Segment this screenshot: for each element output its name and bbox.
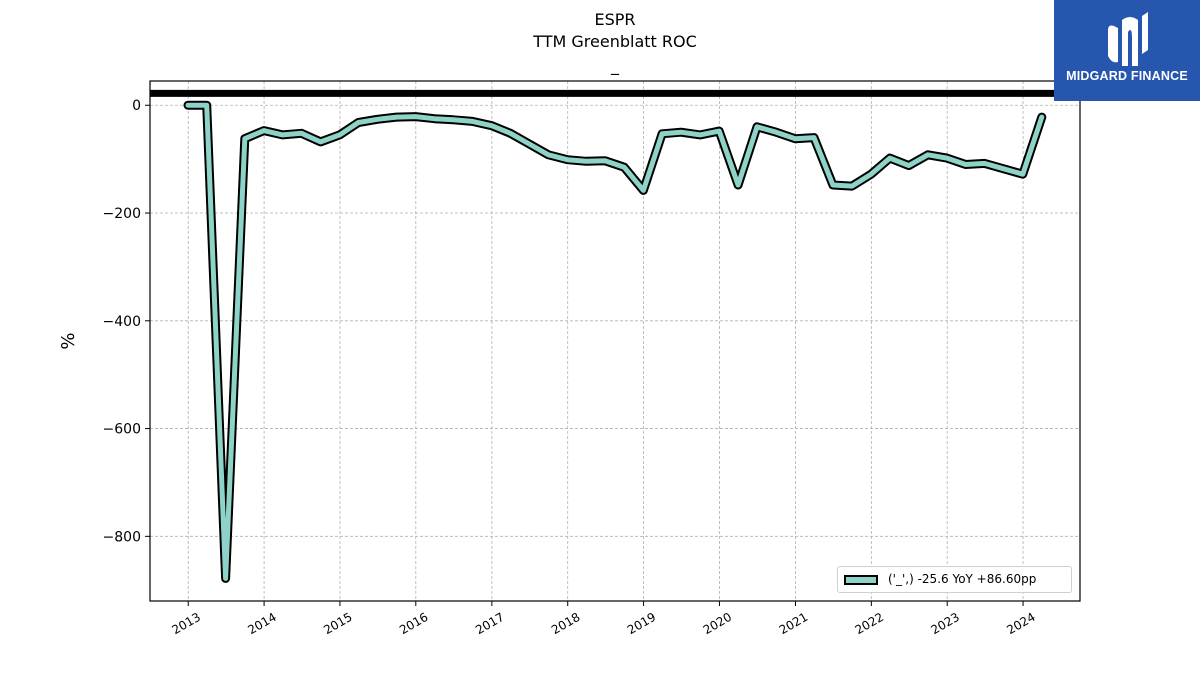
x-axis: 2013 2014 2015 2016 2017 2018 2019 2020 2021 2022… — [170, 601, 1038, 637]
y-tick-label: 0 — [132, 98, 141, 114]
x-tick-label: 2021 — [777, 610, 810, 637]
series-line — [185, 102, 1045, 581]
x-tick-label: 2018 — [549, 610, 582, 637]
x-tick-label: 2019 — [625, 610, 658, 637]
legend-label: ('_',) -25.6 YoY +86.60pp — [888, 572, 1037, 586]
midgard-logo-icon — [1108, 12, 1148, 66]
y-tick-label: −400 — [103, 314, 141, 330]
brand-logo: MIDGARD FINANCE — [1054, 0, 1200, 101]
x-tick-label: 2023 — [928, 610, 961, 637]
series-layer — [183, 100, 1047, 583]
legend-swatch — [844, 575, 878, 585]
y-tick-label: −200 — [103, 206, 141, 222]
x-tick-label: 2024 — [1004, 610, 1037, 637]
x-tick-label: 2022 — [853, 610, 886, 637]
x-tick-label: 2017 — [473, 610, 506, 637]
x-tick-label: 2016 — [397, 610, 430, 637]
x-tick-label: 2013 — [170, 610, 203, 637]
y-axis-label: % — [58, 332, 79, 349]
y-tick-label: −800 — [103, 529, 141, 545]
x-tick-label: 2014 — [245, 610, 278, 637]
plot-frame — [149, 80, 1081, 602]
chart-subtitle: _ — [611, 56, 619, 75]
y-axis: 0 −200 −400 −600 −800 — [103, 98, 150, 545]
x-tick-label: 2020 — [701, 610, 734, 637]
legend: ('_',) -25.6 YoY +86.60pp — [837, 566, 1072, 593]
grid-lines — [150, 81, 1080, 601]
chart-title-metric: TTM Greenblatt ROC — [533, 32, 697, 51]
y-tick-label: −600 — [103, 422, 141, 438]
series-outline — [183, 100, 1047, 583]
brand-name: MIDGARD FINANCE — [1066, 69, 1188, 83]
x-tick-label: 2015 — [321, 610, 354, 637]
chart-title-ticker: ESPR — [594, 10, 636, 29]
